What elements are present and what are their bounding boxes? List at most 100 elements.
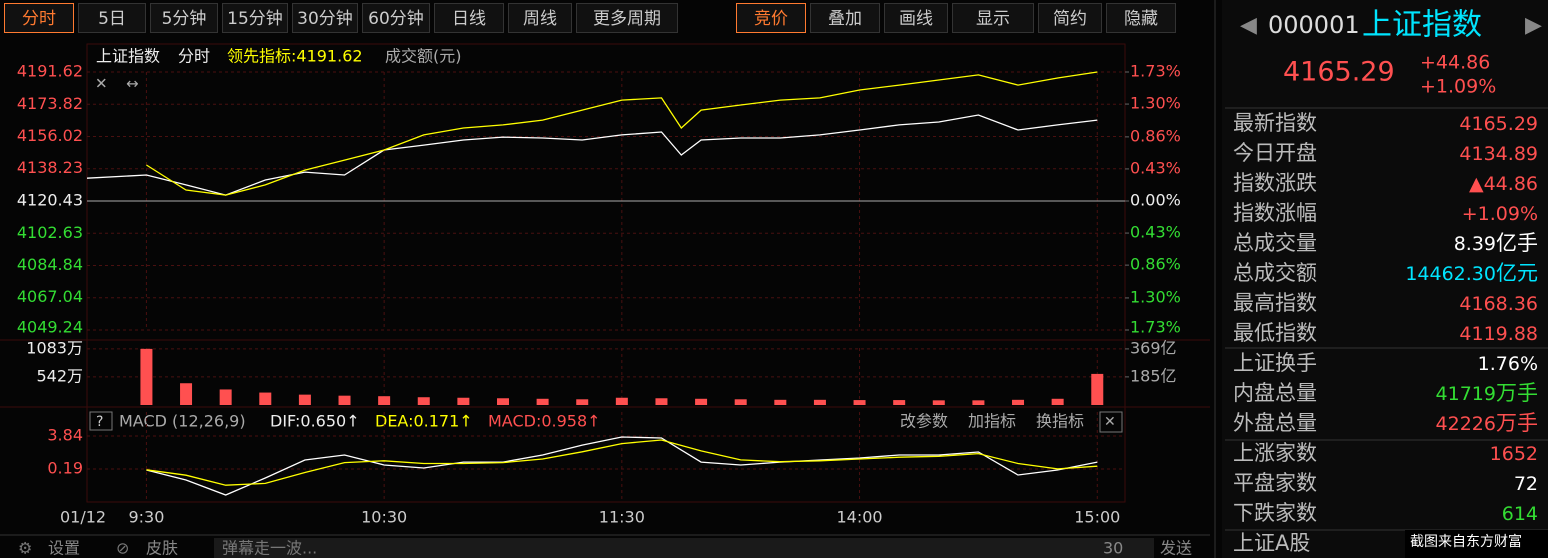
macd-action[interactable]: 加指标 <box>968 412 1016 431</box>
row-value: ▲44.86 <box>1469 173 1538 195</box>
row-number: +1.09% <box>1462 203 1538 225</box>
y-tick-label: 4156.02 <box>17 126 83 145</box>
row-value: 8.39亿手 <box>1454 231 1538 255</box>
volume-bar <box>893 400 906 405</box>
x-tick-label: 11:30 <box>599 508 645 527</box>
tool-btn[interactable]: 隐藏 <box>1106 3 1176 33</box>
row-unit: 亿元 <box>1496 261 1538 285</box>
y-tick-label: 4067.04 <box>17 287 83 306</box>
help-icon[interactable] <box>89 411 113 431</box>
row-label: 外盘总量 <box>1233 411 1317 435</box>
x-tick-label: 9:30 <box>128 508 164 527</box>
gear: ⚙ <box>18 539 32 558</box>
danmaku-box[interactable] <box>214 538 1154 558</box>
row-number: 42226 <box>1436 413 1496 435</box>
y2-tick-label: 0.86% <box>1130 255 1181 274</box>
tool-btn[interactable]: 叠加 <box>810 3 880 33</box>
y2-tick-label: 0.43% <box>1130 223 1181 242</box>
macd-dea: DEA:0.171↑ <box>375 412 473 431</box>
change: +44.86 <box>1420 52 1490 74</box>
period-tab[interactable]: 更多周期 <box>576 3 678 33</box>
y-tick-label: 542万 <box>36 366 83 385</box>
period-tab[interactable]: 周线 <box>508 3 572 33</box>
period-tab[interactable]: 日线 <box>434 3 504 33</box>
next-arrow[interactable]: ▶ <box>1525 13 1542 38</box>
volume-bar <box>576 399 589 405</box>
volume-bar <box>695 398 708 405</box>
row-label: 指数涨幅 <box>1233 201 1317 225</box>
period-tab[interactable]: 30分钟 <box>292 3 358 33</box>
y-tick-label: 4102.63 <box>17 223 83 242</box>
row-number: 4165.29 <box>1459 113 1538 135</box>
close-icon[interactable]: ✕ <box>95 75 108 93</box>
watermark: 截图来自东方财富 <box>1410 533 1522 550</box>
series-line <box>146 436 1098 496</box>
legend-lead: 领先指标:4191.62 <box>227 47 363 66</box>
row-number: 1652 <box>1490 443 1538 465</box>
row-number: 4134.89 <box>1459 143 1538 165</box>
y-tick-label: 1083万 <box>26 338 83 357</box>
period-tab[interactable]: 分时 <box>4 3 74 33</box>
period-tab[interactable]: 15分钟 <box>222 3 288 33</box>
expand-icon[interactable]: ↔ <box>126 75 139 93</box>
volume-bar <box>972 400 985 405</box>
row-value: 4168.36 <box>1459 293 1538 315</box>
y2-tick-label: 185亿 <box>1130 366 1177 385</box>
volume-bar <box>655 398 668 405</box>
series-line <box>146 439 1098 486</box>
y2-tick-label: 1.73% <box>1130 318 1181 337</box>
macd-action[interactable]: 换指标 <box>1036 412 1084 431</box>
row-label: 平盘家数 <box>1233 471 1317 495</box>
macd-val: MACD:0.958↑ <box>488 412 601 431</box>
help-q: ? <box>96 414 103 430</box>
y-tick-label: 4173.82 <box>17 94 83 113</box>
send[interactable]: 发送 <box>1160 539 1192 558</box>
row-unit: 亿手 <box>1496 231 1538 255</box>
tool-btn[interactable]: 画线 <box>884 3 948 33</box>
row-number: 72 <box>1514 473 1538 495</box>
row-value: 42226万手 <box>1436 411 1538 435</box>
macd-close[interactable] <box>1099 411 1123 433</box>
volume-bar <box>1051 398 1064 405</box>
count: 30 <box>1103 539 1123 558</box>
y-tick-label: 3.84 <box>47 426 83 445</box>
macd-name: MACD (12,26,9) <box>119 412 246 431</box>
date-label: 01/12 <box>60 508 106 527</box>
y-tick-label: 0.19 <box>47 459 83 478</box>
row-label: 最新指数 <box>1233 111 1317 135</box>
row-value: 4134.89 <box>1459 143 1538 165</box>
macd-dif: DIF:0.650↑ <box>270 412 360 431</box>
period-tab[interactable]: 60分钟 <box>362 3 430 33</box>
wm-bg <box>1405 530 1548 558</box>
y2-tick-label: 369亿 <box>1130 338 1177 357</box>
skin-icon: ⊘ <box>116 539 129 558</box>
y-tick-label: 4191.62 <box>17 62 83 81</box>
tool-btn[interactable]: 简约 <box>1038 3 1102 33</box>
row-number: 4168.36 <box>1459 293 1538 315</box>
period-tab[interactable]: 5日 <box>78 3 146 33</box>
row-value: 72 <box>1514 473 1538 495</box>
volume-bar <box>457 397 470 405</box>
skin[interactable]: 皮肤 <box>146 539 178 558</box>
row-value: 41719万手 <box>1436 381 1538 405</box>
legend-mode: 分时 <box>178 47 210 66</box>
row-unit: 万手 <box>1496 381 1538 405</box>
name: 上证指数 <box>1362 8 1482 43</box>
tool-btn[interactable]: 竞价 <box>736 3 806 33</box>
volume-bar <box>774 399 787 405</box>
row-label: 总成交额 <box>1233 261 1317 285</box>
legend-name: 上证指数 <box>96 47 160 66</box>
x-tick-label: 15:00 <box>1074 508 1120 527</box>
row-number: 41719 <box>1436 383 1496 405</box>
row-number: 14462.30 <box>1405 263 1496 285</box>
row-value: 4119.88 <box>1459 323 1538 345</box>
volume-bar <box>338 395 351 405</box>
prev-arrow[interactable]: ◀ <box>1240 13 1257 38</box>
plot-frame <box>86 43 1126 503</box>
tool-btn[interactable]: 显示 <box>952 3 1034 33</box>
settings[interactable]: 设置 <box>48 539 80 558</box>
period-tab[interactable]: 5分钟 <box>150 3 218 33</box>
macd-action[interactable]: 改参数 <box>900 412 948 431</box>
y2-tick-label: 0.43% <box>1130 158 1181 177</box>
